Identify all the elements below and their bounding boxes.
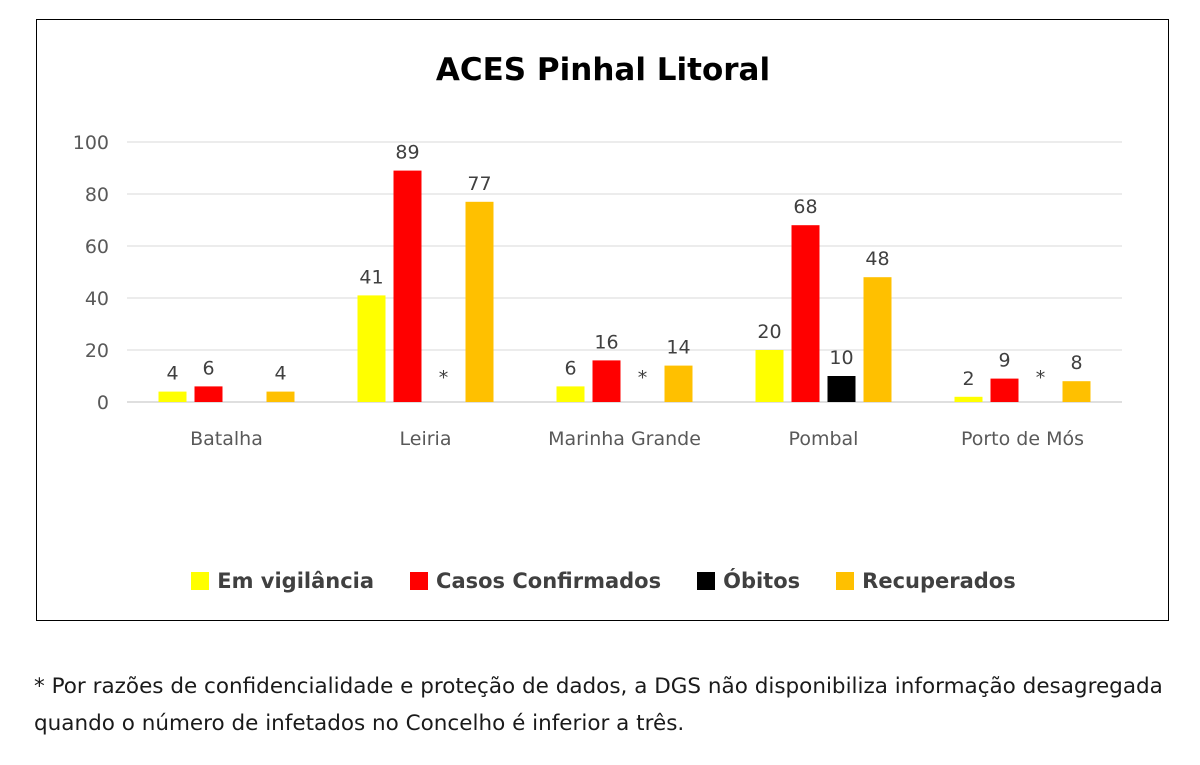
chart-frame: ACES Pinhal Litoral 0 20 40 60 80 100 Batalha 4 6…	[36, 19, 1169, 621]
data-label: 48	[865, 248, 889, 270]
data-label: 41	[359, 266, 383, 288]
bar	[592, 360, 621, 402]
bar	[863, 277, 892, 402]
data-label: 2	[962, 368, 974, 390]
data-label: 4	[166, 363, 178, 385]
legend-item: Casos Confirmados	[410, 569, 661, 593]
data-label: 4	[274, 363, 286, 385]
bar	[990, 378, 1019, 402]
bar	[791, 225, 820, 402]
bar	[465, 201, 494, 402]
chart-title: ACES Pinhal Litoral	[436, 52, 770, 88]
legend-swatch	[191, 572, 210, 590]
legend-item: Em vigilância	[191, 569, 374, 593]
bar	[393, 170, 422, 402]
bar	[664, 365, 693, 402]
data-label: 16	[594, 331, 618, 353]
legend-label: Casos Confirmados	[436, 569, 662, 593]
footnote: * Por razões de confidencialidade e prot…	[34, 674, 1163, 736]
data-label: 6	[202, 357, 214, 379]
bar	[266, 391, 295, 402]
x-tick-label: Marinha Grande	[548, 428, 701, 450]
bar	[954, 396, 983, 402]
legend-swatch	[410, 572, 429, 590]
legend-label: Óbitos	[723, 569, 801, 593]
data-label: 6	[564, 357, 576, 379]
legend: Em vigilância Casos Confirmados Óbitos Recu…	[37, 563, 1170, 599]
x-tick-label: Leiria	[400, 428, 452, 450]
data-label: *	[638, 367, 648, 389]
bar-chart: ACES Pinhal Litoral 0 20 40 60 80 100 Batalha 4 6…	[73, 52, 1122, 450]
x-tick-label: Porto de Mós	[961, 428, 1084, 450]
y-tick-label: 40	[85, 288, 109, 310]
legend-swatch	[697, 572, 716, 590]
bar	[827, 376, 856, 402]
data-label: 10	[829, 347, 853, 369]
legend-item: Óbitos	[697, 569, 800, 593]
y-tick-label: 0	[97, 392, 109, 414]
data-label: 14	[666, 337, 690, 359]
legend-label: Recuperados	[862, 569, 1016, 593]
bar	[194, 386, 223, 402]
y-tick-label: 20	[85, 340, 109, 362]
data-label: 9	[998, 350, 1010, 372]
data-label: 8	[1070, 352, 1082, 374]
x-tick-label: Batalha	[190, 428, 263, 450]
data-label: *	[1036, 367, 1046, 389]
bar	[1062, 381, 1091, 402]
data-label: 68	[793, 196, 817, 218]
data-label: 89	[395, 142, 419, 164]
y-tick-label: 80	[85, 184, 109, 206]
x-tick-label: Pombal	[789, 428, 859, 450]
legend-swatch	[836, 572, 855, 590]
data-label: 20	[757, 321, 781, 343]
bar	[755, 350, 784, 402]
bar	[158, 391, 187, 402]
bar	[357, 295, 386, 402]
data-label: *	[439, 367, 449, 389]
legend-label: Em vigilância	[217, 569, 375, 593]
y-tick-label: 60	[85, 236, 109, 258]
y-tick-label: 100	[73, 132, 109, 154]
legend-item: Recuperados	[836, 569, 1016, 593]
data-label: 77	[467, 173, 491, 195]
bar	[556, 386, 585, 402]
